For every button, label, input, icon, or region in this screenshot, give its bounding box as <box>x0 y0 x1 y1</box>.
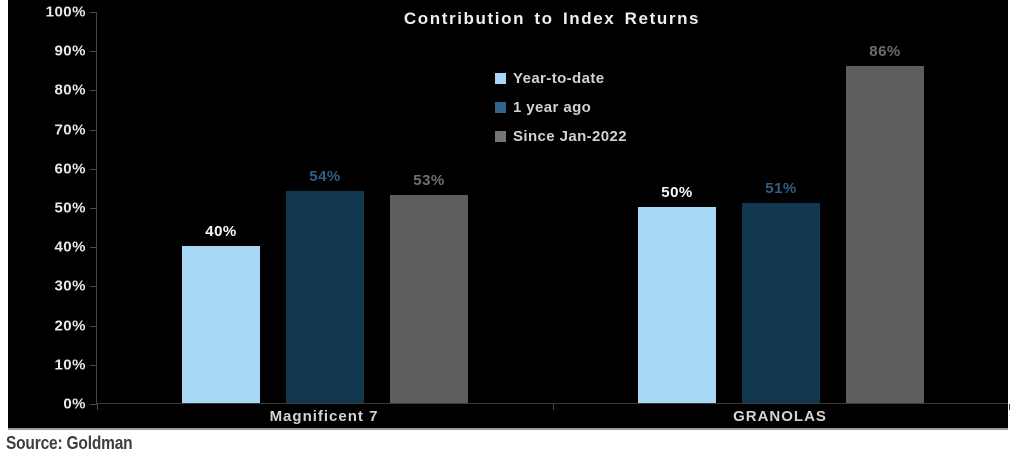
y-tick-label-30: 30% <box>54 277 86 295</box>
bar-year-to-date-granolas <box>638 207 716 403</box>
y-tick-mark <box>90 325 97 327</box>
category-label-magnificent-7: Magnificent 7 <box>269 408 379 425</box>
y-tick-mark <box>90 247 97 249</box>
bar-value-label-since-jan-2022-magnificent-7: 53% <box>413 172 445 190</box>
y-tick-label-10: 10% <box>54 356 86 374</box>
y-tick-mark <box>90 90 97 92</box>
chart-panel: Contribution to Index Returns 100% 90% 80%… <box>8 0 1010 430</box>
category-label-granolas: GRANOLAS <box>733 408 827 425</box>
y-tick-mark <box>90 168 97 170</box>
bar-wrap: 86% <box>846 11 924 403</box>
bar-value-label-year-to-date-granolas: 50% <box>661 184 693 201</box>
bar-value-label-year-to-date-magnificent-7: 40% <box>205 223 237 241</box>
legend-item-1-year-ago: 1 year ago <box>495 93 627 122</box>
y-tick-label-20: 20% <box>54 317 86 335</box>
bar-since-jan-2022-magnificent-7 <box>390 195 468 403</box>
bar-wrap: 54% <box>286 11 364 403</box>
y-tick-mark <box>90 208 97 209</box>
y-tick-label-80: 80% <box>54 81 86 99</box>
bar-group-granolas: 50% 51% 86% <box>553 11 1009 403</box>
y-tick-mark <box>90 286 97 288</box>
y-tick-label-60: 60% <box>54 160 86 178</box>
bar-wrap: 51% <box>742 11 820 403</box>
bar-value-label-1-year-ago-granolas: 51% <box>765 180 797 198</box>
y-tick-mark <box>90 12 97 13</box>
bar-since-jan-2022-granolas <box>846 65 924 403</box>
y-tick-label-70: 70% <box>54 121 86 139</box>
bar-group-magnificent-7: 40% 54% 53% <box>97 11 553 403</box>
bar-value-label-since-jan-2022-granolas: 86% <box>869 42 901 60</box>
legend-item-since-jan-2022: Since Jan-2022 <box>495 122 627 151</box>
bar-wrap: 50% <box>638 11 716 403</box>
bar-wrap: 53% <box>390 11 468 403</box>
x-tick-mark <box>553 404 554 410</box>
legend: Year-to-date 1 year ago Since Jan-2022 <box>495 64 627 151</box>
legend-item-year-to-date: Year-to-date <box>495 64 627 93</box>
y-tick-label-0: 0% <box>63 395 86 413</box>
y-tick-mark <box>90 129 97 131</box>
plot-area: 40% 54% 53% 50% 51% 86% <box>96 11 1010 410</box>
y-tick-mark <box>90 404 97 405</box>
bar-1-year-ago-granolas <box>742 203 820 403</box>
bar-1-year-ago-magnificent-7 <box>286 191 364 403</box>
y-tick-label-50: 50% <box>54 199 86 217</box>
y-tick-label-100: 100% <box>45 3 86 21</box>
legend-label: 1 year ago <box>513 99 592 116</box>
bar-groups: 40% 54% 53% 50% 51% 86% <box>97 11 1009 403</box>
bar-wrap: 40% <box>182 11 260 403</box>
bar-year-to-date-magnificent-7 <box>182 246 260 403</box>
source-note: Source: Goldman <box>6 433 133 453</box>
legend-marker-icon <box>495 102 506 113</box>
bar-value-label-1-year-ago-magnificent-7: 54% <box>309 168 341 186</box>
y-tick-label-40: 40% <box>54 238 86 256</box>
legend-label: Year-to-date <box>513 70 605 87</box>
legend-label: Since Jan-2022 <box>513 128 627 145</box>
x-tick-mark <box>1009 404 1010 410</box>
y-tick-label-90: 90% <box>54 42 86 60</box>
category-axis-labels: Magnificent 7 GRANOLAS <box>96 408 1008 425</box>
x-tick-mark <box>97 404 98 410</box>
chart-title: Contribution to Index Returns <box>403 9 701 28</box>
legend-marker-icon <box>495 131 506 142</box>
y-tick-mark <box>90 364 97 366</box>
legend-marker-icon <box>495 73 506 84</box>
y-tick-mark <box>90 51 97 53</box>
